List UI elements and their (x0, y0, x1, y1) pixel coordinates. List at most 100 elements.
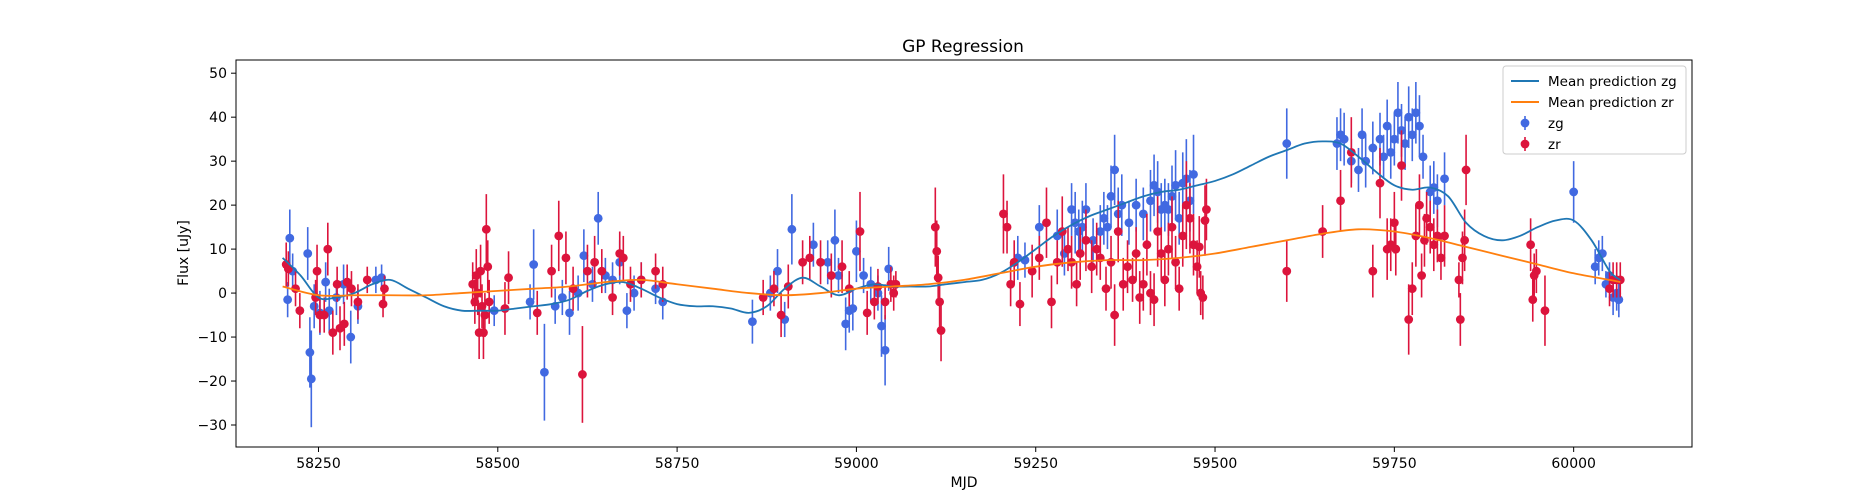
mean-prediction-line-zg (281, 140, 1621, 314)
data-point-zr (1397, 161, 1406, 170)
x-tick-label: 59750 (1372, 456, 1417, 472)
data-point-zr (1461, 165, 1471, 175)
data-point-zg (1174, 213, 1184, 223)
data-point-zr (862, 308, 872, 318)
data-point-zg (1110, 165, 1120, 175)
data-point-zg (1354, 165, 1363, 175)
data-point-zr (554, 231, 564, 241)
chart-title: GP Regression (902, 37, 1024, 57)
data-point-zr (476, 266, 485, 276)
x-tick-label: 59000 (834, 456, 879, 472)
data-point-zg (823, 257, 833, 267)
data-point-zg (1131, 200, 1141, 210)
data-point-zg (787, 224, 797, 234)
data-point-zg (303, 249, 313, 258)
data-point-zr (1047, 297, 1056, 307)
data-point-zr (295, 306, 305, 316)
data-point-zr (1440, 231, 1449, 241)
x-tick-label: 58750 (655, 456, 700, 472)
data-point-zr (1092, 244, 1102, 254)
data-point-zg (1124, 218, 1134, 228)
data-point-zr (1425, 222, 1435, 232)
data-point-zr (1002, 222, 1012, 232)
y-tick-label: 50 (209, 66, 227, 82)
data-point-zg (565, 308, 574, 318)
data-point-zr (479, 328, 488, 338)
data-point-zr (933, 273, 943, 283)
data-point-zr (484, 297, 494, 307)
data-point-zg (321, 277, 331, 287)
data-point-zr (1432, 231, 1442, 241)
data-point-zr (1605, 284, 1614, 294)
data-point-zg (1282, 139, 1292, 148)
data-point-zr (312, 266, 322, 276)
legend: Mean prediction zg Mean prediction zr zg zr (1502, 65, 1687, 155)
data-point-zr (561, 253, 571, 263)
data-point-zr (1006, 279, 1016, 289)
data-point-zr (1391, 244, 1401, 254)
data-point-zg (1095, 227, 1105, 236)
data-point-zr (1009, 257, 1019, 267)
data-point-zr (1142, 240, 1152, 250)
data-point-zg (346, 332, 356, 342)
data-point-zr (1174, 284, 1184, 294)
data-point-zr (1110, 310, 1120, 320)
x-tick-label: 59250 (1013, 456, 1058, 472)
data-point-zr (1181, 200, 1191, 210)
data-point-zg (285, 233, 295, 243)
data-point-zg (848, 304, 858, 313)
data-point-zg (1432, 196, 1442, 206)
data-point-zr (1131, 249, 1141, 258)
data-point-zr (1153, 227, 1163, 236)
data-point-zg (1368, 143, 1378, 153)
data-point-zr (1128, 275, 1137, 285)
data-point-zr (1087, 262, 1097, 272)
data-point-zr (1123, 262, 1132, 272)
data-point-zr (1460, 235, 1470, 245)
data-point-zr (1194, 242, 1204, 252)
data-point-zr (1149, 295, 1159, 305)
data-point-zg (525, 297, 535, 307)
data-point-zr (608, 293, 617, 302)
data-point-zr (1389, 218, 1399, 228)
data-point-zr (1422, 213, 1432, 223)
data-point-zg (884, 264, 894, 274)
data-point-zr (1415, 200, 1424, 210)
x-tick-label: 58250 (296, 456, 341, 472)
data-point-zr (339, 319, 349, 329)
data-point-zg (1382, 121, 1392, 131)
data-point-zr (618, 253, 628, 263)
data-point-zr (1429, 240, 1439, 250)
plot-inner (281, 81, 1625, 428)
data-point-zr (1160, 275, 1170, 285)
data-point-zr (1455, 315, 1465, 324)
y-tick-label: −30 (197, 418, 227, 434)
data-point-zr (932, 246, 942, 256)
data-point-zg (1415, 121, 1424, 131)
data-point-zr (1042, 218, 1051, 228)
data-point-zg (1067, 205, 1076, 214)
data-point-zr (826, 271, 836, 280)
data-point-zr (380, 284, 389, 294)
mean-prediction-line-zr (282, 228, 1621, 297)
data-point-zr (855, 227, 865, 236)
data-point-zr (1178, 231, 1188, 241)
data-point-zr (1454, 275, 1464, 285)
data-point-zr (1368, 266, 1378, 276)
data-point-zg (1411, 108, 1421, 118)
data-point-zr (583, 266, 592, 276)
data-point-zr (1200, 216, 1210, 225)
data-point-zg (1379, 152, 1388, 162)
data-point-zr (1081, 235, 1091, 245)
data-point-zg (1386, 147, 1396, 157)
x-axis-label: MJD (951, 475, 978, 491)
data-point-zr (1015, 299, 1025, 309)
data-point-zr (1072, 279, 1082, 289)
data-point-zg (1407, 130, 1417, 140)
data-point-zg (1034, 222, 1044, 232)
data-point-zg (305, 348, 315, 357)
x-tick-label: 58500 (476, 456, 521, 472)
data-point-zr (1436, 253, 1446, 263)
data-point-zr (651, 266, 660, 276)
